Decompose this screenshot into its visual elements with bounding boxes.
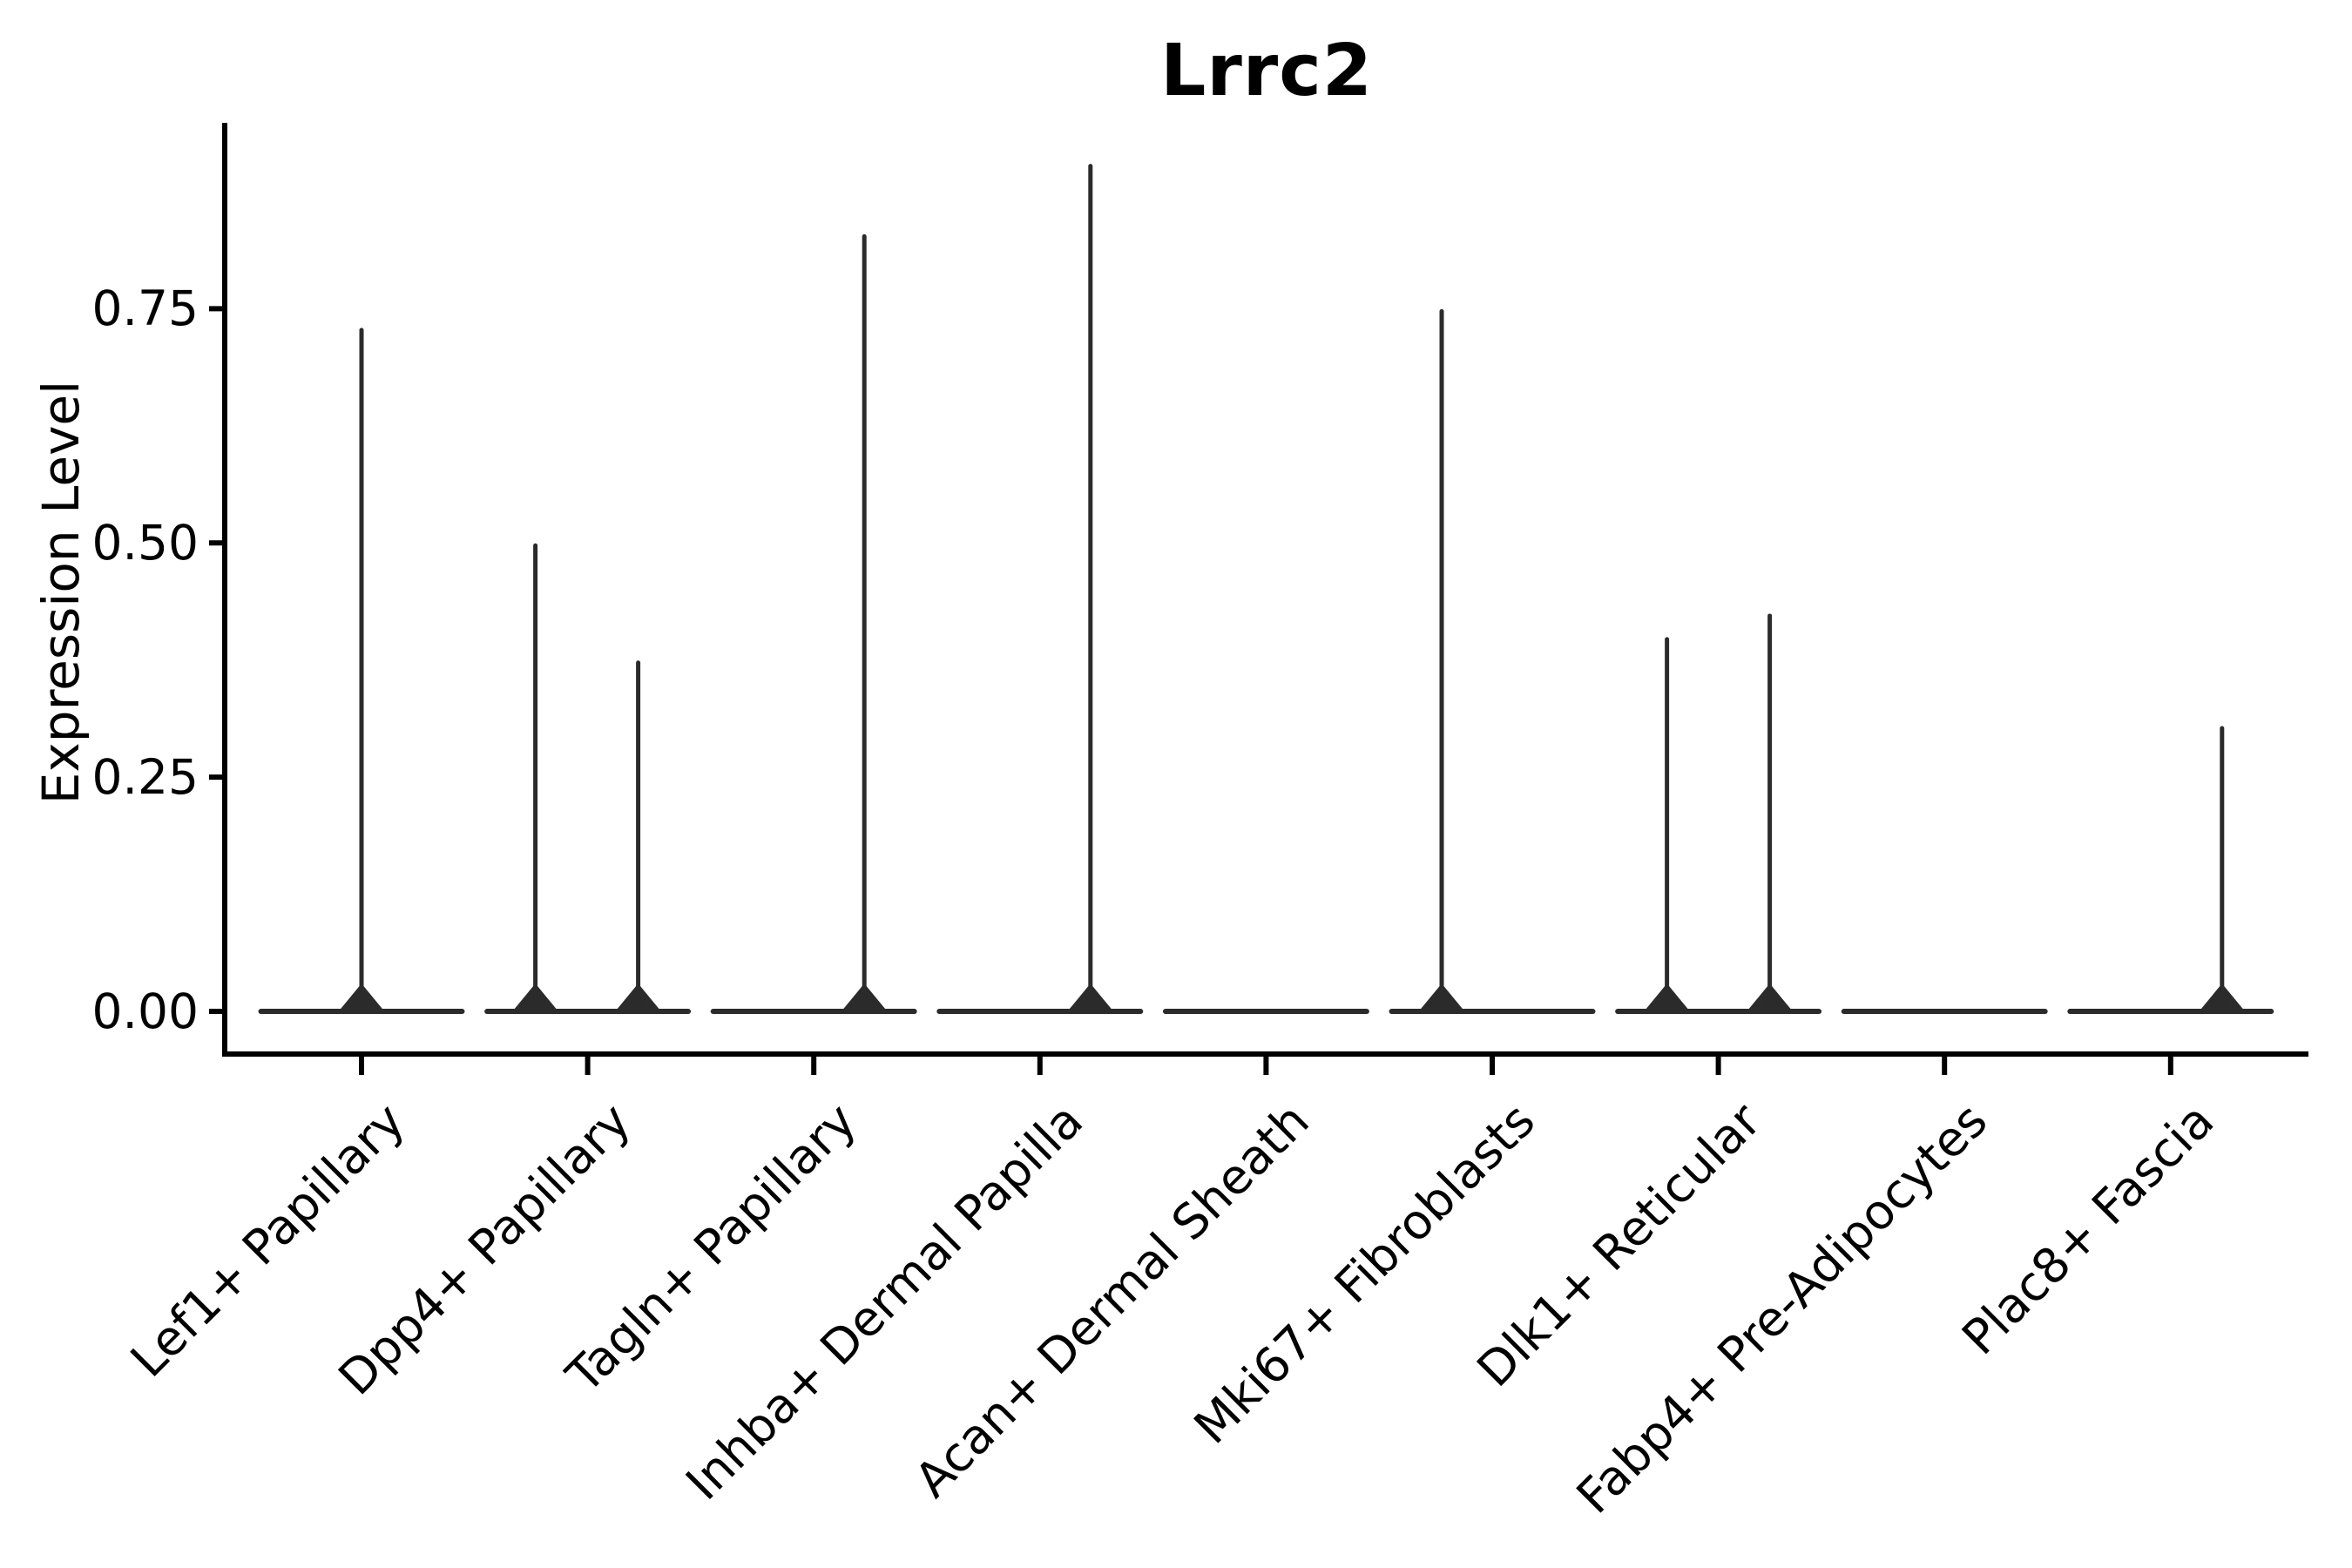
violin-baseline: [1841, 1009, 2048, 1015]
y-tick-label: 0.00: [91, 983, 199, 1040]
y-tick-label: 0.50: [91, 515, 199, 571]
y-tick-label: 0.75: [91, 280, 199, 337]
y-tick-label: 0.25: [91, 749, 199, 806]
chart-title: Lrrc2: [1160, 30, 1373, 112]
violin-baseline: [1162, 1009, 1369, 1015]
